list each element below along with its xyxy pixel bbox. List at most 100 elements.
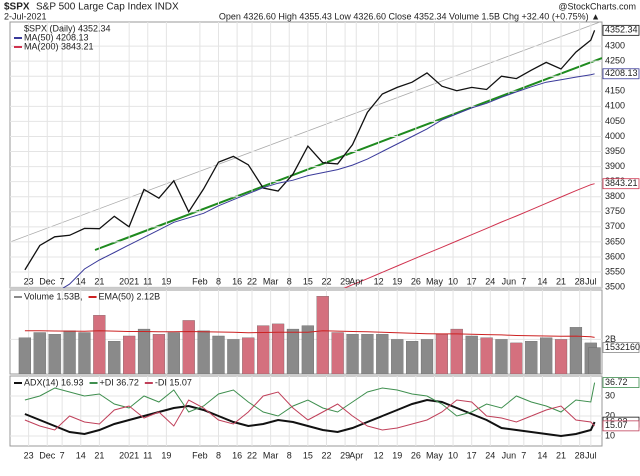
volume-bar [257, 325, 270, 374]
y-tick-label: 3700 [605, 221, 625, 231]
y-tick-label: 3950 [605, 146, 625, 156]
x-tick-label: 17 [467, 276, 477, 286]
last-value-box [602, 68, 640, 80]
x-tick-label: 22 [321, 276, 331, 286]
volume-bar [93, 315, 106, 374]
x-tick-label: 14 [537, 450, 547, 460]
volume-bar [197, 330, 210, 374]
volume-bar [48, 334, 61, 374]
date: 2-Jul-2021 [4, 11, 47, 21]
x-tick-label: Jul [585, 450, 597, 460]
last-value-box [602, 24, 640, 36]
y-tick-label: 4150 [605, 86, 625, 96]
volume-bar [316, 296, 329, 374]
y-tick-label: 3800 [605, 191, 625, 201]
y-tick-label: 4050 [605, 116, 625, 126]
volume-bar [450, 328, 463, 374]
volume-bar [78, 332, 91, 374]
volume-bar [242, 337, 255, 374]
x-tick-label: 24 [485, 450, 495, 460]
x-tick-label: 23 [24, 450, 34, 460]
trend-line [94, 57, 602, 251]
price-frame [9, 21, 603, 289]
trendlines [10, 22, 602, 251]
volume-bar [420, 339, 434, 374]
volume-bar [33, 332, 46, 374]
x-tick-label: 14 [76, 450, 86, 460]
x-tick-label: Dec [39, 450, 56, 460]
legend-label: MA(50) 4208.13 [24, 32, 89, 42]
series-line [62, 73, 595, 288]
volume-bar [376, 334, 389, 374]
volume-bar [18, 337, 32, 374]
volume-bar [271, 323, 285, 374]
series-line [24, 330, 595, 338]
volume-bar [495, 339, 508, 374]
x-tick-label: 16 [232, 276, 242, 286]
x-tick-label: 29 [340, 276, 350, 286]
y-tick-label: 10 [605, 430, 615, 440]
quote: Open 4326.60 High 4355.43 Low 4326.60 Cl… [219, 11, 600, 21]
panel-1 [10, 290, 602, 374]
legend-label: $SPX (Daily) 4352.34 [24, 23, 111, 33]
y-tick-label: 20 [605, 410, 615, 420]
y-tick-label: 30 [605, 390, 615, 400]
x-tick-label: 21 [556, 450, 566, 460]
volume-bar [212, 335, 225, 374]
x-tick-label: 19 [161, 276, 171, 286]
legend-label: -DI 15.07 [155, 377, 192, 387]
volume-bar [167, 332, 180, 374]
y-tick-label: 3500 [605, 281, 625, 291]
x-tick-label: Feb [192, 450, 208, 460]
x-tick-label: 14 [76, 276, 86, 286]
last-value-label: 1532160 [605, 342, 640, 352]
volume-bar [569, 327, 583, 374]
x-tick-label: 21 [94, 450, 104, 460]
x-tick-label: Jun [502, 276, 517, 286]
x-tick-label: 22 [247, 276, 257, 286]
series-line [343, 183, 595, 288]
last-value-box [602, 342, 640, 353]
x-tick-label: Apr [349, 450, 363, 460]
x-tick-label: 19 [392, 276, 402, 286]
x-tick-label: 2021 [119, 276, 139, 286]
legend-label: Volume 1.53B, [24, 291, 83, 301]
last-value-label: 36.72 [605, 377, 628, 387]
volume-bar [63, 330, 76, 374]
x-tick-label: 12 [374, 276, 384, 286]
adx-frame [9, 375, 603, 447]
x-tick-label: Jul [585, 276, 597, 286]
last-value-box [602, 377, 640, 388]
volume-bar [182, 320, 195, 374]
x-tick-label: 10 [448, 276, 458, 286]
x-tick-label: May [426, 450, 444, 460]
x-tick-label: 29 [340, 450, 350, 460]
volume-bar [361, 334, 374, 374]
x-tick-label: 7 [60, 276, 65, 286]
volume-bar [286, 328, 300, 374]
y-tick-label: 3900 [605, 161, 625, 171]
volume-bar [391, 339, 404, 374]
x-tick-label: 14 [537, 276, 547, 286]
volume-bar [152, 334, 166, 374]
credit: @StockCharts.com [558, 1, 636, 11]
index-name: S&P 500 Large Cap Index INDX [36, 2, 179, 13]
volume-bar [540, 337, 553, 374]
x-tick-label: Feb [192, 276, 208, 286]
volume-bar [331, 332, 344, 374]
y-tick-label: 2B [605, 334, 616, 344]
x-tick-label: 28 [575, 276, 585, 286]
x-tick-label: 22 [247, 450, 257, 460]
last-value-label: 3843.21 [605, 178, 638, 188]
legend-label: +DI 36.72 [100, 377, 139, 387]
volume-bar [227, 339, 240, 374]
x-tick-label: 10 [448, 450, 458, 460]
last-value-label: 4352.34 [605, 25, 638, 35]
volume-bar [346, 334, 359, 374]
x-tick-label: 15 [303, 276, 313, 286]
x-tick-label: 15 [303, 450, 313, 460]
volume-bar [465, 335, 478, 374]
panel-2 [10, 376, 602, 446]
volume-bar [554, 339, 568, 374]
